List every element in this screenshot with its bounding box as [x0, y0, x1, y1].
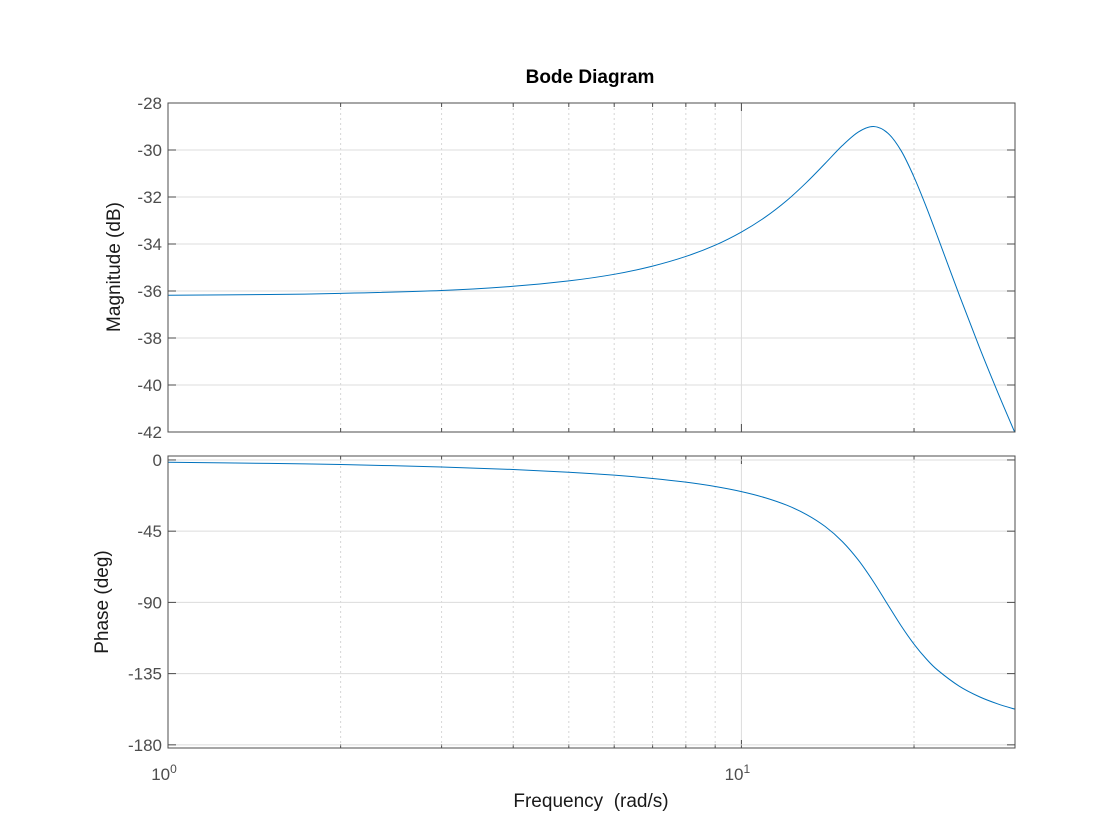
y-tick-label: -32	[137, 188, 162, 207]
magnitude-line	[168, 125, 1015, 432]
y-tick-label: -45	[137, 522, 162, 541]
axes-box	[167, 102, 1016, 433]
y-tick-label: -90	[137, 593, 162, 612]
y-tick-label: -135	[128, 665, 162, 684]
y-axis-label-phase: Phase (deg)	[92, 550, 113, 654]
y-tick-label: -36	[137, 282, 162, 301]
y-tick-label: -28	[137, 94, 162, 113]
x-tick-label: 101	[725, 762, 751, 784]
phase-axes: 0 -45 -90 -135 -180	[128, 451, 1016, 755]
y-tick-label: -34	[137, 235, 162, 254]
x-axis-label: Frequency (rad/s)	[513, 791, 668, 812]
y-tick-label: -180	[128, 736, 162, 755]
x-tick-label: 100	[151, 762, 177, 784]
y-tick-label: -42	[137, 423, 162, 442]
y-tick-label: -38	[137, 329, 162, 348]
magnitude-axes: -28 -30 -32 -34 -36 -38 -40 -42	[137, 94, 1016, 442]
y-tick-label: 0	[153, 451, 162, 470]
axes-box	[167, 455, 1016, 749]
y-tick-label: -30	[137, 141, 162, 160]
phase-line	[168, 461, 1015, 710]
plot-area	[168, 103, 1015, 432]
x-tick-labels: 100 101	[151, 762, 750, 784]
y-tick-label: -40	[137, 376, 162, 395]
chart-title: Bode Diagram	[526, 67, 655, 88]
y-axis-label-magnitude: Magnitude (dB)	[104, 202, 125, 332]
